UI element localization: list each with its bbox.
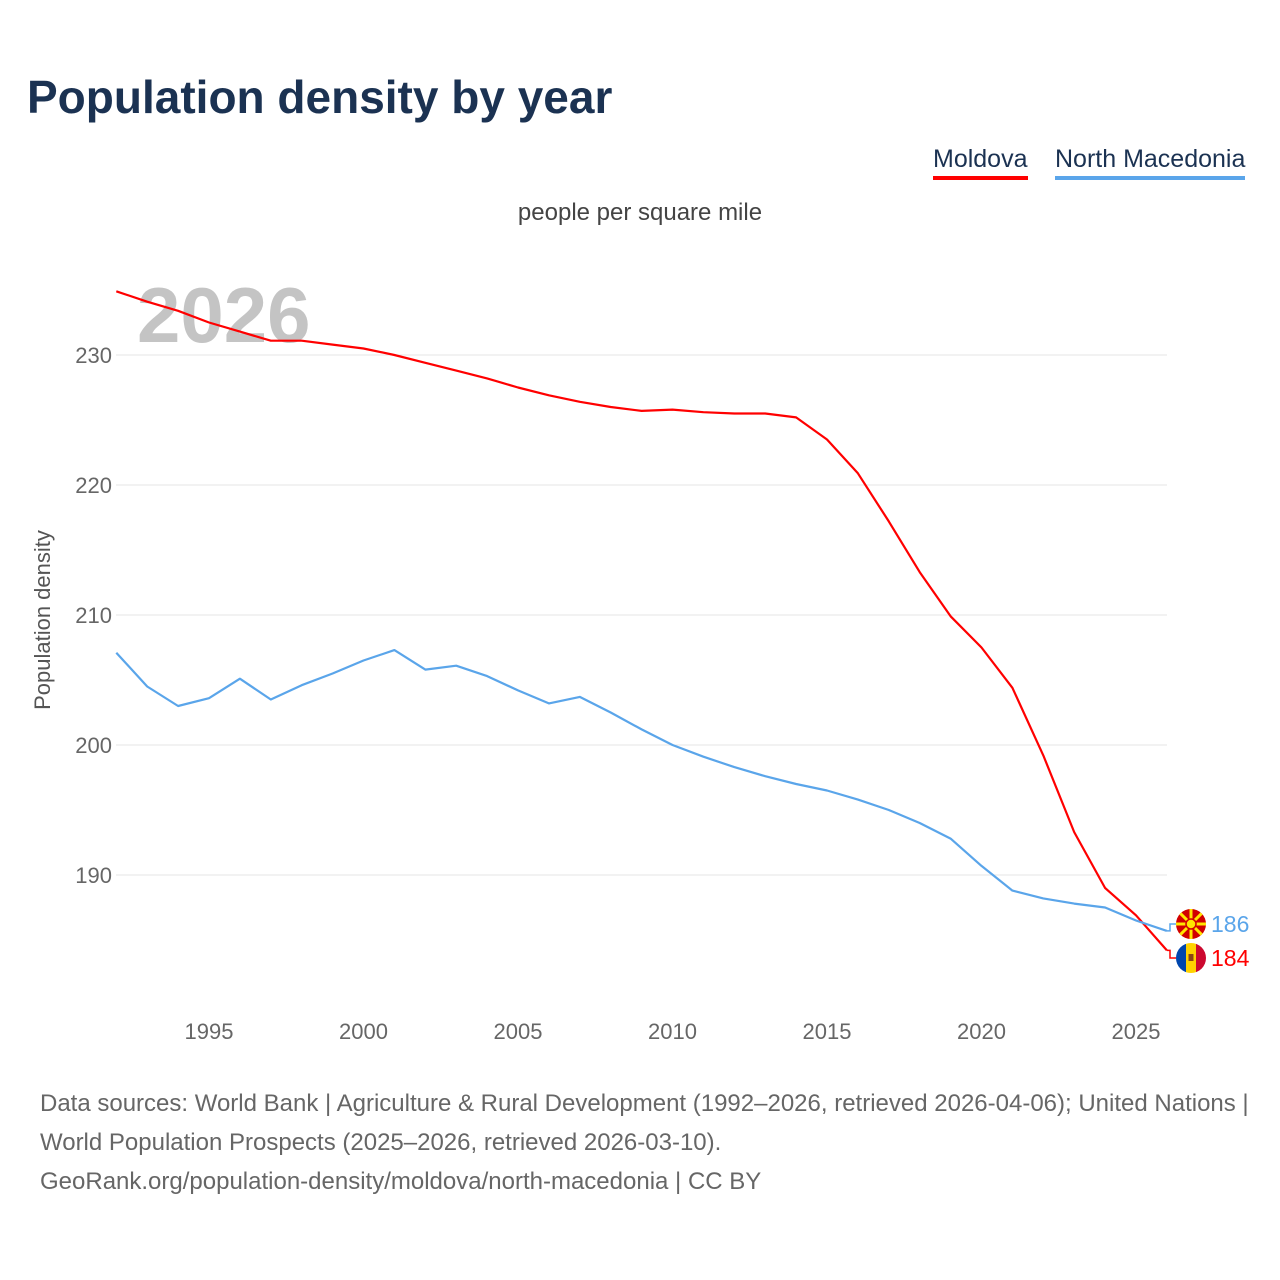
series-line-north-macedonia <box>115 648 1168 932</box>
data-sources: Data sources: World Bank | Agriculture &… <box>40 1090 1249 1156</box>
chart-title: Population density by year <box>27 71 613 123</box>
source-link[interactable]: GeoRank.org/population-density/moldova/n… <box>40 1168 762 1195</box>
y-tick-label: 210 <box>75 603 112 628</box>
x-tick-label: 2020 <box>957 1019 1006 1044</box>
x-tick-label: 2000 <box>339 1019 388 1044</box>
x-tick-label: 2010 <box>648 1019 697 1044</box>
x-tick-label: 2005 <box>494 1019 543 1044</box>
year-watermark: 2026 <box>137 271 311 359</box>
y-tick-label: 190 <box>75 863 112 888</box>
series-line-moldova <box>115 290 1168 952</box>
x-tick-label: 2015 <box>803 1019 852 1044</box>
y-tick-label: 220 <box>75 473 112 498</box>
end-connector <box>1167 949 1176 959</box>
end-label-moldova: 184 <box>1211 945 1250 971</box>
y-tick-label: 230 <box>75 343 112 368</box>
flag-sun <box>1185 918 1197 930</box>
x-tick-label: 1995 <box>185 1019 234 1044</box>
legend-item-moldova[interactable]: Moldova <box>933 145 1028 180</box>
legend-item-north-macedonia[interactable]: North Macedonia <box>1055 145 1246 180</box>
end-connector <box>1167 923 1176 932</box>
flag-emblem <box>1188 954 1194 961</box>
end-label-north-macedonia: 186 <box>1211 911 1249 937</box>
footer: Data sources: World Bank | Agriculture &… <box>40 1084 1250 1201</box>
chart-subtitle: people per square mile <box>517 199 763 226</box>
y-tick-label: 200 <box>75 733 112 758</box>
x-tick-label: 2025 <box>1112 1019 1161 1044</box>
